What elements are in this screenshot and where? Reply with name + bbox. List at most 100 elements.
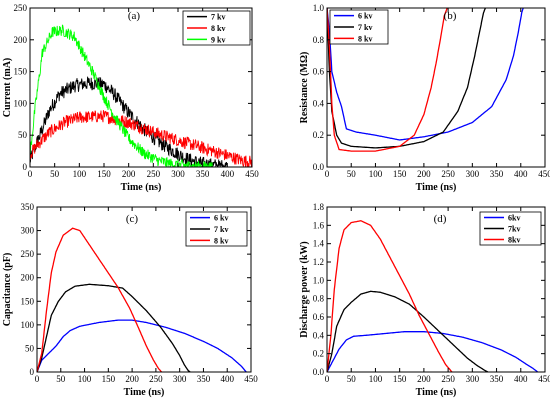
y-tick-label: 1.4 xyxy=(313,239,325,249)
y-tick-label: 350 xyxy=(21,202,35,212)
series-line-7kv xyxy=(30,76,228,167)
legend-label: 6kv xyxy=(508,214,520,223)
x-axis-label: Time (ns) xyxy=(416,387,457,398)
legend-label: 8 kv xyxy=(214,236,228,245)
series-line-7kv xyxy=(327,8,486,149)
legend-label: 6 kv xyxy=(358,12,372,21)
legend-label: 8kv xyxy=(508,236,520,245)
series-line-7kv xyxy=(37,283,191,372)
y-tick-label: 1.2 xyxy=(313,257,324,267)
panel-d: 0 50 100 150 200 250 300 350 400 450 0.0 0.2 0.4 0.6 0… xyxy=(299,202,550,398)
y-tick-label: 0.8 xyxy=(313,294,325,304)
plot-frame xyxy=(326,7,546,168)
x-tick-label: 100 xyxy=(73,169,87,179)
y-tick-label: 0.4 xyxy=(313,98,325,108)
x-tick-label: 350 xyxy=(490,374,504,384)
panel-c: 0 50 100 150 200 250 300 350 400 450 0 50 100 150 200 2… xyxy=(2,202,258,398)
panel-b: 0 50 100 150 200 250 300 350 400 450 0.0 0.2 0.4 0.6 0… xyxy=(299,3,550,193)
x-tick-label: 200 xyxy=(417,169,431,179)
y-tick-label: 1.0 xyxy=(313,275,325,285)
x-tick-label: 150 xyxy=(393,169,407,179)
y-tick-label: 0.0 xyxy=(313,162,325,172)
x-tick-label: 150 xyxy=(393,374,407,384)
x-tick-label: 250 xyxy=(441,374,455,384)
x-tick-label: 0 xyxy=(325,374,330,384)
series-line-6kv xyxy=(327,331,539,372)
legend: 6 kv 7 kv 8 kv xyxy=(329,9,389,45)
x-tick-label: 400 xyxy=(221,169,235,179)
x-axis-label: Time (ns) xyxy=(124,387,165,398)
x-axis-label: Time (ns) xyxy=(416,182,457,193)
y-tick-label: 100 xyxy=(21,320,35,330)
y-tick-label: 200 xyxy=(14,35,28,45)
x-tick-label: 200 xyxy=(122,169,136,179)
x-tick-label: 300 xyxy=(466,169,480,179)
panel-label: (c) xyxy=(126,213,139,225)
x-tick-label: 450 xyxy=(538,374,550,384)
y-tick-label: 100 xyxy=(14,98,28,108)
legend-label: 7 kv xyxy=(214,225,228,234)
legend-label: 8 kv xyxy=(358,34,372,43)
x-tick-label: 300 xyxy=(173,374,187,384)
x-tick-label: 200 xyxy=(125,374,139,384)
y-tick-label: 0.6 xyxy=(313,67,325,77)
x-tick-label: 50 xyxy=(347,169,357,179)
legend-label: 7kv xyxy=(508,225,520,234)
series-line-6kv xyxy=(37,319,247,372)
x-tick-label: 0 xyxy=(28,169,33,179)
series-line-6kv xyxy=(327,8,524,141)
y-tick-label: 50 xyxy=(18,130,28,140)
series-line-8kv xyxy=(37,227,163,372)
x-tick-label: 100 xyxy=(78,374,92,384)
y-tick-label: 250 xyxy=(14,3,28,13)
panel-label: (a) xyxy=(128,10,141,22)
x-tick-label: 250 xyxy=(147,169,161,179)
x-tick-label: 150 xyxy=(102,374,116,384)
y-axis-label: Capacitance (pF) xyxy=(2,253,13,327)
y-tick-label: 300 xyxy=(21,226,35,236)
legend: 6kv 7kv 8kv xyxy=(479,211,542,246)
x-tick-label: 150 xyxy=(97,169,111,179)
x-tick-label: 250 xyxy=(149,374,163,384)
x-tick-label: 50 xyxy=(56,374,66,384)
x-tick-label: 450 xyxy=(245,169,259,179)
series-line-9kv xyxy=(30,24,213,167)
legend: 6 kv 7 kv 8 kv xyxy=(185,211,248,247)
y-tick-label: 1.0 xyxy=(313,3,325,13)
y-axis-label: Discharge power (kW) xyxy=(299,241,310,337)
panel-a: 0 50 100 150 200 250 300 350 400 450 0 50 100 150 200 2… xyxy=(2,3,259,193)
y-tick-label: 0.8 xyxy=(313,35,325,45)
series-line-8kv xyxy=(30,110,252,167)
x-tick-label: 350 xyxy=(196,169,210,179)
y-tick-label: 0.6 xyxy=(313,312,325,322)
legend-label: 7 kv xyxy=(211,13,225,22)
legend-label: 9 kv xyxy=(211,35,225,44)
y-tick-label: 150 xyxy=(14,67,28,77)
y-tick-label: 1.6 xyxy=(313,220,325,230)
y-tick-label: 0 xyxy=(23,162,28,172)
y-tick-label: 200 xyxy=(21,273,35,283)
x-tick-label: 200 xyxy=(417,374,431,384)
y-tick-label: 50 xyxy=(25,343,35,353)
panel-label: (b) xyxy=(444,10,457,22)
legend-label: 8 kv xyxy=(211,24,225,33)
x-tick-label: 350 xyxy=(197,374,211,384)
x-axis-label: Time (ns) xyxy=(121,182,162,193)
x-tick-label: 0 xyxy=(35,374,40,384)
x-tick-label: 300 xyxy=(466,374,480,384)
x-tick-label: 400 xyxy=(220,374,234,384)
y-tick-label: 0.0 xyxy=(313,367,325,377)
y-tick-label: 0.4 xyxy=(313,330,325,340)
x-tick-label: 400 xyxy=(514,374,528,384)
x-tick-label: 300 xyxy=(171,169,185,179)
series-line-8kv xyxy=(327,220,453,372)
y-tick-label: 1.8 xyxy=(313,202,325,212)
y-axis-label: Resistance (MΩ) xyxy=(299,52,310,124)
x-tick-label: 100 xyxy=(369,374,383,384)
x-tick-label: 350 xyxy=(490,169,504,179)
panel-label: (d) xyxy=(434,213,447,225)
y-axis-label: Current (mA) xyxy=(2,58,13,118)
x-tick-label: 450 xyxy=(538,169,550,179)
plot-frame xyxy=(326,206,546,373)
